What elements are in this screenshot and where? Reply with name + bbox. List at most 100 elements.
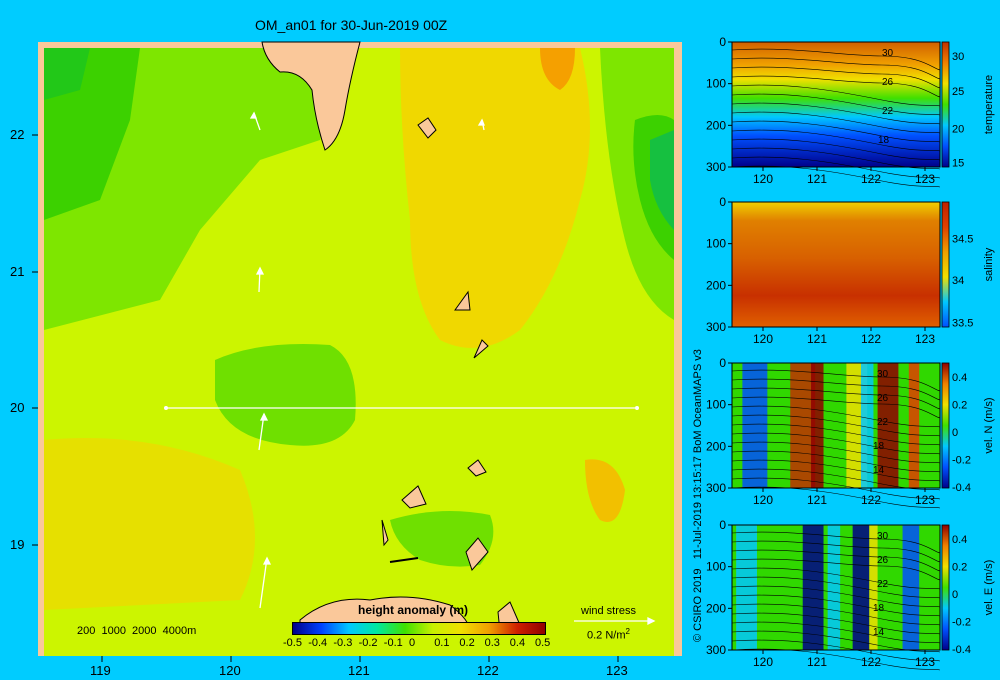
map-x-tick: 123	[606, 663, 628, 678]
map-y-tick: 19	[10, 537, 25, 552]
panel-x-tick: 122	[861, 332, 881, 346]
contour-label: 26	[877, 393, 889, 404]
contour-label: 14	[873, 465, 885, 476]
panel-colorbar-tick: 34.5	[952, 234, 973, 246]
panel-colorbar-tick: 0	[952, 427, 958, 439]
colorbar-tick-label: 0.3	[484, 637, 500, 649]
contour-label: 26	[877, 555, 889, 566]
colorbar-tick-label: 0.5	[535, 637, 551, 649]
panel-y-tick: 200	[706, 278, 726, 292]
panel-x-tick: 123	[915, 493, 935, 507]
colorbar-label: height anomaly (m)	[358, 603, 469, 617]
panel-x-tick: 121	[807, 655, 827, 669]
panel-y-tick: 0	[719, 518, 726, 532]
panel-x-tick: 122	[861, 493, 881, 507]
panel-colorbar-tick: 15	[952, 157, 964, 169]
contour-label: 14	[873, 627, 885, 638]
panel-y-tick: 0	[719, 195, 726, 209]
panel-colorbar-tick: -0.4	[952, 644, 971, 656]
panel-x-tick: 121	[807, 493, 827, 507]
panel-y-tick: 100	[706, 560, 726, 574]
contour-label: 30	[882, 48, 894, 59]
panel-colorbar-tick: 0.4	[952, 534, 967, 546]
height-anomaly-map	[32, 41, 682, 662]
panel-x-tick: 122	[861, 172, 881, 186]
panel-y-tick: 0	[719, 356, 726, 370]
section-panel: 30 26 22 18 14 0 100 200 300 120 121 122 123 0.4 0.2 0 -…	[706, 518, 995, 671]
panel-y-tick: 200	[706, 118, 726, 132]
panel-x-tick: 120	[753, 493, 773, 507]
panel-x-tick: 120	[753, 172, 773, 186]
contour-label: 30	[877, 531, 889, 542]
wind-stress-label: wind stress	[581, 605, 637, 617]
colorbar-tick-label: -0.2	[358, 637, 378, 649]
height-anomaly-colorbar	[292, 622, 546, 635]
panel-y-tick: 200	[706, 601, 726, 615]
colorbar-tick-label: -0.3	[333, 637, 353, 649]
panel-x-tick: 122	[861, 655, 881, 669]
panel-colorbar	[941, 524, 950, 651]
depth-legend: 200 1000 2000 4000m	[77, 625, 197, 637]
panel-y-tick: 300	[706, 320, 726, 334]
panel-colorbar-tick: -0.2	[952, 617, 971, 629]
colorbar-tick-label: 0.1	[434, 637, 450, 649]
section-panel: 0 100 200 300 120 121 122 123 34.5 34 33.5 salinity	[706, 195, 995, 346]
panel-x-tick: 123	[915, 655, 935, 669]
panel-field	[732, 42, 940, 167]
panel-colorbar-tick: 0.4	[952, 372, 967, 384]
panel-label: salinity	[983, 247, 995, 281]
panel-colorbar-tick: 30	[952, 51, 964, 63]
panel-colorbar-tick: 0.2	[952, 400, 967, 412]
contour-label: 18	[873, 603, 885, 614]
colorbar-tick-label: 0.2	[459, 637, 475, 649]
section-panel: 30 26 22 18 14 0 100 200 300 120 121 122 123 0.4 0.2 0 -…	[706, 356, 995, 509]
contour-label: 22	[877, 579, 889, 590]
panel-x-tick: 123	[915, 332, 935, 346]
map-x-tick: 119	[90, 663, 111, 678]
panel-y-tick: 300	[706, 481, 726, 495]
map-title: OM_an01 for 30-Jun-2019 00Z	[255, 17, 448, 33]
map-y-tick: 20	[10, 400, 25, 415]
panel-x-tick: 120	[753, 655, 773, 669]
panel-colorbar-tick: 25	[952, 86, 964, 98]
contour-label: 18	[873, 441, 885, 452]
panel-label: vel. E (m/s)	[983, 560, 995, 616]
panel-label: vel. N (m/s)	[983, 397, 995, 453]
panel-x-tick: 120	[753, 332, 773, 346]
panel-colorbar-tick: 0	[952, 589, 958, 601]
panel-colorbar-tick: 33.5	[952, 317, 973, 329]
panel-colorbar	[941, 362, 950, 489]
panel-x-tick: 121	[807, 332, 827, 346]
panel-y-tick: 300	[706, 160, 726, 174]
contour-label: 22	[882, 106, 894, 117]
map-y-tick: 21	[10, 264, 25, 279]
panel-colorbar	[941, 41, 950, 168]
panel-colorbar-tick: 34	[952, 275, 964, 287]
contour-label: 30	[877, 369, 889, 380]
panel-y-tick: 100	[706, 237, 726, 251]
colorbar-tick-label: 0.4	[509, 637, 526, 649]
panel-y-tick: 0	[719, 35, 726, 49]
panel-y-tick: 100	[706, 398, 726, 412]
map-x-tick: 122	[477, 663, 499, 678]
panel-x-tick: 121	[807, 172, 827, 186]
wind-stress-scale: 0.2 N/m2	[587, 627, 630, 642]
panel-label: temperature	[983, 75, 995, 134]
contour-label: 26	[882, 77, 894, 88]
panel-y-tick: 300	[706, 643, 726, 657]
panel-y-tick: 200	[706, 439, 726, 453]
colorbar-ticks: -0.5 -0.4 -0.3 -0.2 -0.1 0 0.1 0.2 0.3 0.4 0.5	[283, 637, 553, 651]
map-x-tick: 121	[348, 663, 370, 678]
panel-x-tick: 123	[915, 172, 935, 186]
panel-colorbar-tick: -0.2	[952, 455, 971, 467]
panel-y-tick: 100	[706, 77, 726, 91]
colorbar-tick-label: -0.4	[308, 637, 328, 649]
section-panel: 30 26 22 18 0 100 200 300 120 121 122 123 30 25 20 15 te…	[706, 35, 995, 188]
map-y-tick: 22	[10, 127, 25, 142]
panel-field	[732, 202, 940, 327]
contour-label: 18	[878, 135, 890, 146]
panel-colorbar	[941, 201, 950, 328]
panel-colorbar-tick: 0.2	[952, 562, 967, 574]
map-x-tick: 120	[219, 663, 241, 678]
